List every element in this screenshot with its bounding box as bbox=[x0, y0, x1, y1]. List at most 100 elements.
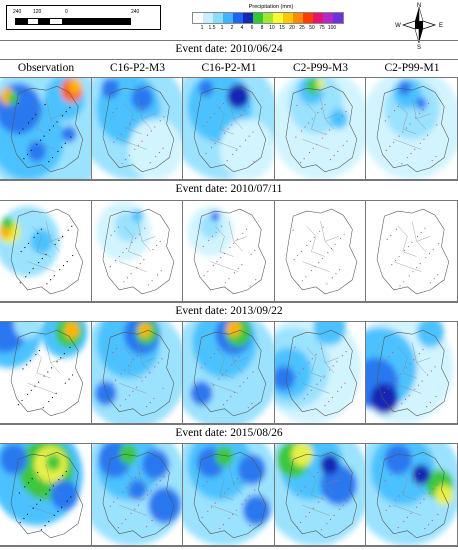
legend-label: 75 bbox=[319, 25, 325, 31]
precipitation-map bbox=[92, 78, 182, 179]
map-panel bbox=[183, 78, 275, 180]
precipitation-map bbox=[183, 201, 274, 301]
divider bbox=[0, 180, 458, 181]
precipitation-map bbox=[0, 78, 91, 179]
map-panel bbox=[92, 78, 183, 180]
scale-segment bbox=[39, 18, 49, 25]
precipitation-map bbox=[183, 444, 274, 545]
map-panel bbox=[275, 322, 366, 424]
legend-swatch bbox=[243, 13, 253, 23]
precipitation-legend: Precipitation (mm) 1 1.5 1 2 4 6 8 10 15 20 25 50 75… bbox=[192, 4, 350, 36]
precipitation-map bbox=[366, 444, 457, 545]
divider bbox=[0, 302, 458, 303]
divider bbox=[0, 59, 458, 60]
event-title: Event date: 2015/08/26 bbox=[175, 427, 283, 439]
legend-label: 1 bbox=[220, 25, 224, 31]
precipitation-map bbox=[275, 322, 365, 423]
divider bbox=[0, 546, 458, 547]
legend-swatch bbox=[273, 13, 283, 23]
precipitation-map bbox=[366, 201, 457, 301]
column-header: C2-P99-M1 bbox=[384, 62, 440, 74]
compass-w: W bbox=[395, 23, 401, 29]
legend-label: 2 bbox=[230, 25, 234, 31]
precipitation-map bbox=[0, 444, 91, 545]
legend-swatch bbox=[313, 13, 323, 23]
divider bbox=[0, 200, 458, 201]
precipitation-map bbox=[92, 322, 182, 423]
precipitation-map bbox=[366, 78, 457, 179]
legend-label: 25 bbox=[299, 25, 305, 31]
map-panel bbox=[183, 322, 275, 424]
legend-label: 6 bbox=[250, 25, 254, 31]
compass-s: S bbox=[417, 45, 421, 49]
map-panel bbox=[366, 78, 458, 180]
map-panel bbox=[92, 201, 183, 302]
scale-segment bbox=[63, 18, 131, 25]
legend-swatch bbox=[233, 13, 243, 23]
scale-bar: 240 120 0 240 bbox=[6, 5, 161, 30]
column-header: C16-P2-M1 bbox=[201, 62, 257, 74]
compass-e: E bbox=[439, 23, 443, 29]
map-panel bbox=[275, 78, 366, 180]
legend-title: Precipitation (mm) bbox=[248, 4, 294, 10]
legend-swatch bbox=[213, 13, 223, 23]
legend-label: 20 bbox=[289, 25, 295, 31]
map-panel bbox=[0, 78, 92, 180]
divider bbox=[0, 424, 458, 425]
map-panel bbox=[366, 201, 458, 302]
map-panel bbox=[0, 444, 92, 546]
map-panel bbox=[0, 322, 92, 424]
map-panel bbox=[92, 444, 183, 546]
event-title: Event date: 2010/06/24 bbox=[175, 43, 283, 55]
precipitation-map bbox=[275, 201, 365, 301]
legend-swatch bbox=[223, 13, 233, 23]
column-header: Observation bbox=[17, 62, 75, 74]
map-panel bbox=[366, 322, 458, 424]
map-panel bbox=[0, 201, 92, 302]
scale-tick: 240 bbox=[131, 9, 140, 15]
scale-segment bbox=[49, 18, 63, 25]
map-panel bbox=[92, 322, 183, 424]
legend-label: 4 bbox=[240, 25, 244, 31]
legend-labels: 1 1.5 1 2 4 6 8 10 15 20 25 50 75 100 bbox=[192, 25, 352, 33]
map-panel bbox=[183, 201, 275, 302]
legend-swatch bbox=[333, 13, 343, 23]
column-header: C2-P99-M3 bbox=[293, 62, 348, 74]
legend-label: 15 bbox=[279, 25, 285, 31]
column-header: C16-P2-M3 bbox=[110, 62, 165, 74]
compass-n: N bbox=[417, 3, 421, 9]
compass-rose-icon: N S W E bbox=[395, 3, 443, 49]
legend-swatch bbox=[323, 13, 333, 23]
precipitation-map bbox=[275, 78, 365, 179]
scale-tick: 120 bbox=[33, 9, 42, 15]
legend-label: 10 bbox=[269, 25, 275, 31]
legend-label: 50 bbox=[309, 25, 315, 31]
legend-swatch bbox=[293, 13, 303, 23]
legend-label: 1 bbox=[200, 25, 204, 31]
map-panel bbox=[366, 444, 458, 546]
legend-swatch bbox=[263, 13, 273, 23]
event-title: Event date: 2013/09/22 bbox=[175, 305, 283, 317]
legend-swatch bbox=[253, 13, 263, 23]
legend-swatch bbox=[203, 13, 213, 23]
precipitation-map bbox=[0, 322, 91, 423]
legend-label: 8 bbox=[260, 25, 264, 31]
legend-label: 1.5 bbox=[208, 25, 216, 31]
precipitation-map bbox=[275, 444, 365, 545]
map-panel bbox=[275, 201, 366, 302]
map-panel bbox=[275, 444, 366, 546]
scale-segment bbox=[15, 18, 27, 25]
precipitation-map bbox=[183, 322, 274, 423]
precipitation-map bbox=[183, 78, 274, 179]
precipitation-map bbox=[92, 444, 182, 545]
precipitation-map bbox=[0, 201, 91, 301]
scale-tick: 0 bbox=[65, 9, 68, 15]
scale-segment bbox=[27, 18, 39, 25]
precipitation-map bbox=[366, 322, 457, 423]
header: 240 120 0 240 Precipitation (mm) 1 1.5 1 2 4… bbox=[0, 0, 458, 49]
event-title: Event date: 2010/07/11 bbox=[175, 183, 283, 195]
legend-swatch bbox=[303, 13, 313, 23]
legend-swatch bbox=[193, 13, 203, 23]
divider bbox=[0, 40, 458, 41]
scale-tick: 240 bbox=[13, 9, 22, 15]
